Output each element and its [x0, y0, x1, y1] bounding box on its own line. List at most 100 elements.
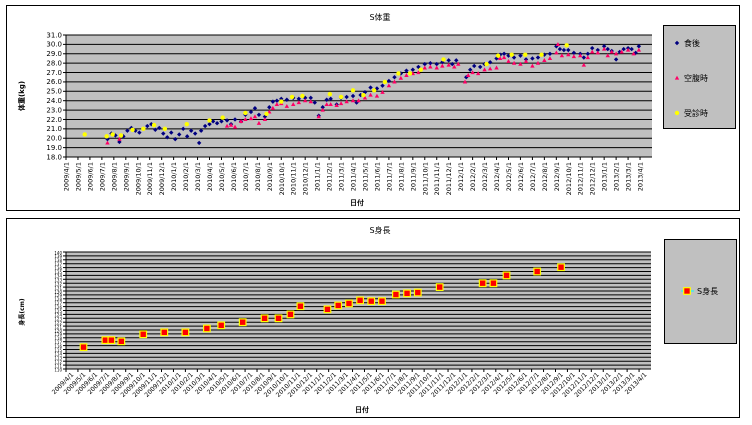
weight-x-tick-label: 2010/4/1: [206, 162, 214, 191]
weight-point-diamond: [320, 105, 325, 110]
weight-point-circle: [130, 127, 135, 132]
weight-point-triangle: [356, 98, 361, 103]
weight-x-tick-label: 2010/10/1: [278, 162, 286, 195]
weight-point-diamond: [153, 127, 158, 132]
height-y-tick-label: 125: [54, 309, 62, 314]
weight-point-triangle: [404, 73, 409, 77]
weight-point-triangle: [613, 51, 619, 56]
weight-point-diamond: [629, 46, 634, 52]
weight-x-tick-label: 2011/2/1: [326, 162, 334, 191]
weight-point-diamond: [121, 134, 126, 139]
weight-point-triangle: [475, 71, 481, 76]
height-point-square: [478, 279, 487, 288]
height-y-tick-label: 114: [54, 352, 62, 357]
weight-point-diamond: [125, 128, 130, 133]
weight-point-diamond: [210, 119, 216, 124]
weight-point-diamond: [296, 96, 302, 102]
weight-point-diamond: [232, 117, 238, 122]
height-y-tick-label: 122: [54, 321, 62, 326]
weight-point-diamond: [422, 61, 427, 67]
weight-point-diamond: [312, 100, 317, 105]
weight-point-diamond: [601, 44, 607, 49]
weight-point-triangle: [595, 50, 600, 55]
weight-point-triangle: [590, 49, 595, 54]
weight-point-circle: [523, 52, 528, 57]
weight-point-diamond: [328, 96, 333, 102]
weight-x-tick-label: 2011/11/1: [433, 162, 441, 195]
legend-marker-diamond: [674, 40, 680, 46]
weight-point-triangle: [308, 99, 313, 104]
height-y-tick-label: 113: [54, 356, 62, 361]
weight-point-circle: [564, 43, 569, 48]
weight-point-diamond: [177, 132, 182, 137]
weight-point-diamond: [487, 60, 493, 65]
height-y-tick-label: 134: [54, 274, 62, 279]
weight-x-tick-label: 2009/8/1: [110, 162, 118, 191]
weight-point-triangle: [228, 122, 234, 127]
weight-point-circle: [396, 71, 401, 76]
weight-point-circle: [243, 110, 248, 116]
weight-x-tick-label: 2010/5/1: [218, 162, 226, 191]
weight-point-triangle: [398, 75, 404, 80]
height-point-square: [367, 297, 376, 306]
weight-point-diamond: [542, 52, 547, 57]
legend-label: 受診時: [684, 108, 708, 118]
weight-point-triangle: [362, 95, 368, 100]
weight-point-diamond: [350, 93, 356, 99]
weight-point-triangle: [256, 120, 262, 125]
weight-x-tick-label: 2012/10/1: [565, 162, 573, 195]
height-point-square: [238, 318, 247, 327]
weight-point-triangle: [523, 58, 529, 63]
weight-x-tick-label: 2012/3/1: [481, 162, 489, 191]
weight-point-triangle: [105, 140, 110, 145]
weight-point-triangle: [456, 61, 461, 66]
weight-x-tick-label: 2011/8/1: [397, 162, 405, 191]
weight-x-tick-label: 2010/9/1: [266, 162, 274, 191]
height-y-axis-label: 身長(cm): [18, 298, 26, 326]
weight-point-triangle: [497, 56, 503, 61]
weight-point-triangle: [554, 50, 559, 55]
weight-x-tick-label: 2011/10/1: [421, 162, 429, 195]
weight-plot-area: [66, 35, 652, 157]
weight-point-triangle: [585, 55, 591, 60]
weight-point-triangle: [338, 101, 344, 106]
weight-point-triangle: [466, 73, 471, 77]
weight-point-diamond: [472, 63, 477, 69]
height-y-tick-label: 111: [54, 363, 62, 368]
weight-point-diamond: [547, 51, 553, 56]
weight-point-diamond: [585, 51, 591, 56]
weight-x-tick-label: 2011/6/1: [373, 162, 381, 191]
legend-label: 空腹時: [684, 73, 708, 83]
height-y-tick-label: 138: [54, 258, 62, 263]
height-y-tick-label: 112: [54, 360, 62, 365]
weight-point-circle: [338, 94, 344, 100]
weight-point-diamond: [494, 56, 499, 61]
height-y-tick-label: 115: [54, 348, 62, 353]
weight-point-diamond: [434, 61, 439, 67]
weight-point-diamond: [581, 55, 587, 60]
weight-point-triangle: [547, 56, 553, 61]
height-point-square: [378, 297, 386, 306]
weight-point-diamond: [518, 53, 523, 58]
weight-y-tick-label: 29.0: [46, 50, 62, 58]
weight-point-diamond: [497, 52, 503, 57]
height-y-tick-label: 130: [54, 289, 62, 294]
weight-point-diamond: [270, 99, 276, 104]
weight-point-circle: [141, 126, 146, 132]
height-point-square: [217, 321, 226, 330]
weight-point-diamond: [571, 50, 577, 56]
weight-x-tick-label: 2009/6/1: [86, 162, 94, 191]
weight-point-triangle: [506, 58, 511, 63]
height-y-tick-label: 132: [54, 282, 62, 287]
weight-y-tick-label: 30.0: [46, 41, 62, 49]
weight-x-tick-label: 2011/3/1: [338, 162, 346, 191]
height-y-tick-label: 126: [54, 305, 62, 310]
weight-point-diamond: [636, 44, 642, 49]
height-point-square: [413, 288, 422, 297]
weight-x-tick-label: 2010/12/1: [302, 162, 310, 195]
weight-point-triangle: [380, 89, 385, 94]
weight-point-triangle: [581, 62, 587, 67]
weight-point-diamond: [184, 134, 190, 139]
weight-point-diamond: [590, 45, 595, 51]
weight-point-triangle: [374, 93, 380, 98]
